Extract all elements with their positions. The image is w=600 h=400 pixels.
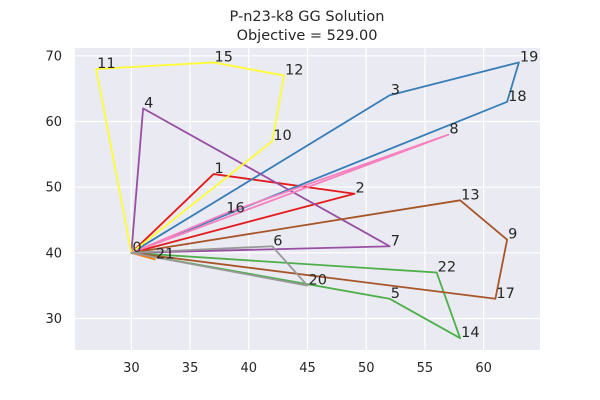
x-tick-label: 45	[299, 361, 316, 376]
route-line-7	[130, 199, 509, 300]
x-tick-label: 40	[241, 361, 258, 376]
node-label-4: 4	[144, 95, 153, 111]
node-label-5: 5	[391, 286, 400, 302]
node-label-9: 9	[508, 227, 517, 243]
route-line-9	[130, 245, 309, 287]
node-label-16: 16	[226, 200, 244, 216]
route-line-4	[130, 107, 391, 254]
y-tick-label: 30	[45, 312, 62, 327]
chart-subtitle: Objective = 529.00	[237, 28, 378, 44]
y-tick-label: 60	[45, 115, 62, 130]
x-tick-label: 60	[475, 361, 492, 376]
node-label-20: 20	[309, 273, 327, 289]
node-label-3: 3	[391, 82, 400, 98]
node-label-19: 19	[520, 49, 538, 65]
node-label-18: 18	[508, 89, 526, 105]
route-line-1	[130, 173, 356, 254]
routes	[95, 61, 520, 340]
node-label-17: 17	[496, 286, 514, 302]
node-label-12: 12	[285, 63, 303, 79]
x-tick-label: 55	[417, 361, 434, 376]
node-label-1: 1	[215, 161, 224, 177]
node-label-13: 13	[461, 187, 479, 203]
node-label-6: 6	[273, 233, 282, 249]
node-label-11: 11	[97, 56, 115, 72]
x-tick-label: 35	[182, 361, 199, 376]
y-tick-label: 40	[45, 246, 62, 261]
route-line-3	[130, 251, 462, 340]
node-label-14: 14	[461, 325, 479, 341]
route-line-2	[130, 61, 520, 254]
node-label-22: 22	[438, 260, 456, 276]
node-label-10: 10	[273, 128, 291, 144]
y-tick-labels: 30 40 50 60 70	[45, 49, 62, 327]
x-tick-label: 30	[123, 361, 140, 376]
node-label-0: 0	[132, 240, 141, 256]
node-label-15: 15	[215, 49, 233, 65]
route-line-8	[130, 133, 450, 254]
node-label-7: 7	[391, 233, 400, 249]
x-tick-label: 50	[358, 361, 375, 376]
x-tick-labels: 30 35 40 45 50 55 60	[123, 361, 492, 376]
node-label-8: 8	[449, 122, 458, 138]
chart-title: P-n23-k8 GG Solution	[230, 9, 385, 25]
y-tick-label: 50	[45, 181, 62, 196]
node-label-21: 21	[156, 246, 174, 262]
y-tick-label: 70	[45, 49, 62, 64]
route-line-6	[95, 61, 285, 254]
node-label-2: 2	[355, 181, 364, 197]
